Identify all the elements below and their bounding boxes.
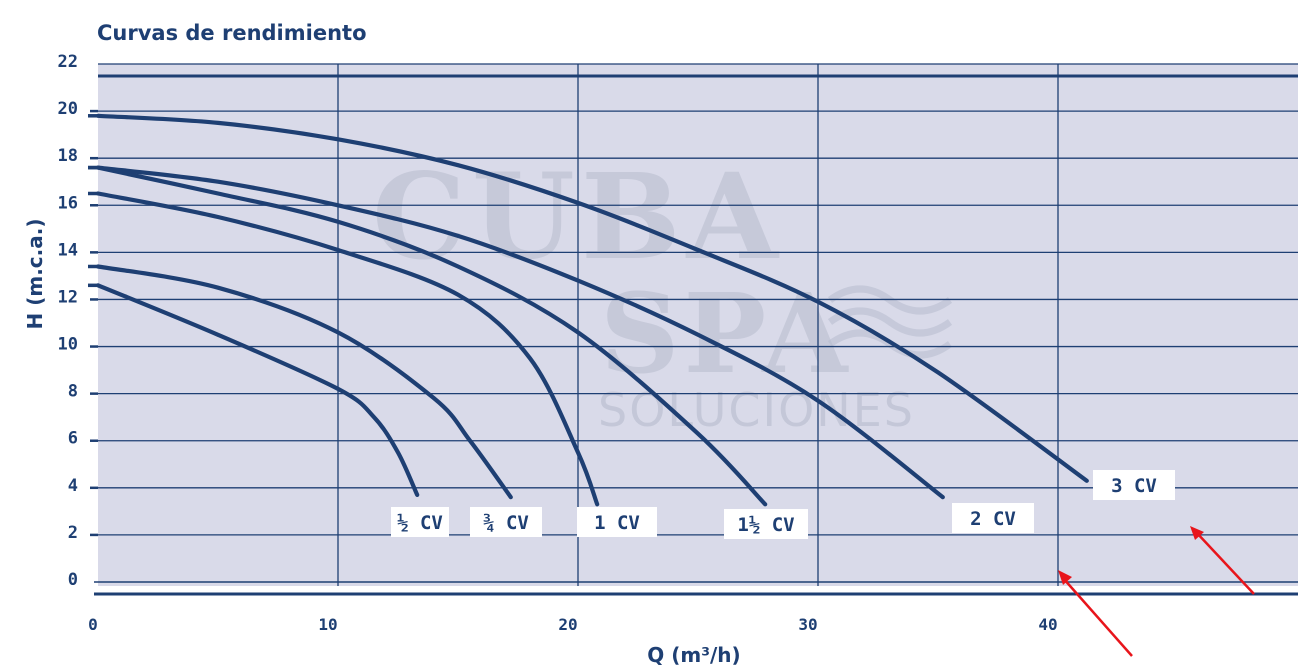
y-tick-label: 14 (58, 240, 78, 260)
y-axis-label: H (m.c.a.) (23, 219, 47, 330)
annotation-arrow-2-head (1190, 526, 1204, 540)
x-tick-label: 10 (318, 615, 337, 634)
curve-label: ¾ CV (483, 512, 529, 534)
curve-label-box (391, 507, 449, 537)
x-axis-ticks: 0 10 20 30 40 (88, 615, 1057, 634)
curve-series-3 (95, 191, 600, 507)
grid-lines (98, 63, 1298, 586)
x-tick-label: 20 (558, 615, 577, 634)
y-tick-label: 18 (58, 146, 78, 166)
y-tick-label: 0 (68, 570, 78, 590)
y-tick-label: 6 (68, 429, 78, 449)
curve-label-box (1093, 470, 1175, 500)
y-tick-label: 20 (58, 99, 78, 119)
curve-label: 3 CV (1111, 475, 1157, 497)
annotation-arrow-2 (1195, 531, 1255, 595)
curve-label-box (577, 507, 657, 537)
y-tick-label: 22 (58, 52, 78, 72)
y-tick-label: 2 (68, 523, 78, 543)
curve-series-4 (95, 165, 768, 507)
curve-series-2 (95, 264, 513, 500)
x-axis-label: Q (m³/h) (647, 643, 740, 667)
axes (94, 581, 1298, 596)
y-tick-label: 16 (58, 193, 78, 213)
curve-label: 1½ CV (737, 514, 794, 536)
annotation-arrow-1 (1062, 577, 1133, 657)
curve-label: 1 CV (594, 512, 640, 534)
curve-series-1 (95, 283, 420, 497)
chart-title: Curvas de rendimiento (97, 21, 367, 45)
y-tick-label: 12 (58, 287, 78, 307)
y-axis-ticks: 0 2 4 6 8 10 12 14 16 18 20 22 (58, 52, 98, 590)
watermark-word-3: SOLUCIONES (598, 383, 915, 437)
curve-label-box (952, 503, 1034, 533)
y-tick-label: 4 (68, 476, 78, 496)
annotation-arrow-1-head (1058, 570, 1072, 585)
performance-curves (88, 113, 1089, 507)
y-tick-label: 10 (58, 335, 78, 355)
curve-series-5 (95, 165, 945, 500)
curve-series-6 (95, 113, 1089, 483)
curve-label-box (724, 509, 808, 539)
curve-label: 2 CV (970, 508, 1016, 530)
curve-labels: ½ CV ¾ CV 1 CV 1½ CV 2 CV 3 CV (391, 470, 1175, 539)
curve-label: ½ CV (397, 512, 443, 534)
x-tick-label: 40 (1038, 615, 1057, 634)
watermark-word-1: CUBA (372, 147, 784, 286)
x-tick-label: 30 (798, 615, 817, 634)
curve-label-box (470, 507, 542, 537)
annotation-arrows (1058, 526, 1255, 657)
y-tick-label: 8 (68, 382, 78, 402)
x-tick-label: 0 (88, 615, 98, 634)
watermark-word-2: SPA (600, 269, 852, 398)
